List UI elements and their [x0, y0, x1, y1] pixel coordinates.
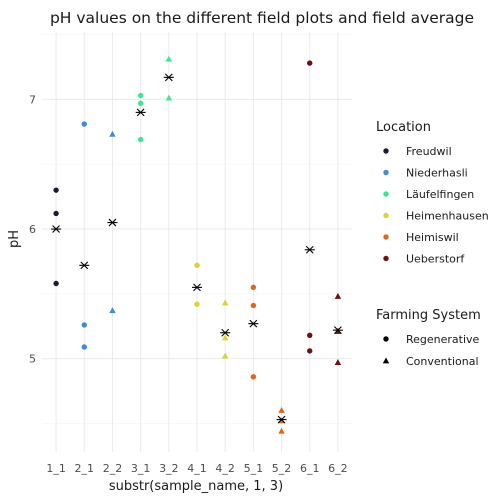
field-average-mark [276, 415, 287, 424]
field-average-mark [332, 326, 343, 335]
data-point-triangle [109, 307, 116, 314]
y-tick-label: 7 [29, 93, 36, 106]
data-point-circle [81, 344, 87, 350]
x-tick-label: 6_2 [328, 462, 348, 475]
data-point-circle [53, 187, 59, 193]
data-point-triangle [334, 359, 342, 365]
data-point-circle [307, 348, 313, 354]
x-tick-label: 1_1 [46, 462, 66, 475]
data-point-triangle [221, 334, 229, 341]
legend-farming-label: Conventional [406, 355, 479, 368]
field-average-mark [220, 328, 231, 337]
x-tick-label: 2_1 [75, 462, 95, 475]
legend-location-label: Läufelfingen [406, 188, 474, 201]
data-point-circle [194, 301, 200, 307]
legend-location-key [383, 148, 389, 154]
legend-location-title: Location [376, 120, 431, 135]
x-tick-label: 3_1 [131, 462, 151, 475]
x-tick-label: 5_1 [244, 462, 264, 475]
data-point-triangle [221, 352, 229, 359]
field-average-mark [163, 73, 174, 82]
field-average-mark [79, 261, 90, 270]
legend-location-key [383, 169, 389, 176]
data-point-circle [250, 302, 257, 309]
x-axis-title: substr(sample_name, 1, 3) [109, 479, 283, 494]
x-tick-label: 4_2 [215, 462, 235, 475]
field-average-mark [135, 108, 146, 117]
data-point-circle [194, 262, 200, 269]
data-point-triangle [165, 55, 173, 62]
x-tick-label: 6_1 [300, 462, 320, 475]
data-point-triangle [109, 130, 116, 137]
x-tick-labels: 1_1 2_1 2_2 3_1 3_2 4_1 4_2 5_1 5_2 6_1 6_2 [46, 462, 347, 475]
grid [42, 32, 352, 452]
legend-location-key [383, 234, 389, 240]
field-average-marks [51, 73, 343, 424]
x-tick-label: 5_2 [272, 462, 292, 475]
x-tick-label: 2_2 [103, 462, 123, 475]
data-point-circle [81, 121, 87, 127]
data-point-circle [81, 322, 87, 328]
data-point-triangle [278, 406, 285, 413]
x-tick-label: 4_1 [187, 462, 207, 475]
field-average-mark [304, 245, 315, 254]
data-point-circle [307, 60, 313, 66]
data-point-triangle [165, 94, 173, 101]
legend-farming-system: Farming System Regenerative Conventional [376, 308, 481, 368]
data-point-circle [250, 284, 257, 291]
legend-farming-label: Regenerative [406, 333, 480, 346]
y-tick-label: 6 [29, 223, 36, 236]
legend-location-key [383, 212, 389, 219]
field-average-mark [51, 225, 62, 233]
chart-title: pH values on the different field plots a… [50, 9, 474, 27]
legend-location-label: Heimiswil [406, 231, 459, 244]
data-point-triangle [334, 292, 342, 299]
y-tick-label: 5 [29, 353, 36, 366]
data-point-circle [53, 210, 59, 217]
legend-location: Location Freudwil Niederhasli Läufelfingen… [376, 120, 489, 266]
legend-farming-key [382, 357, 390, 364]
data-point-triangle [278, 427, 285, 434]
data-point-circle [53, 280, 59, 287]
field-average-mark [248, 319, 259, 328]
x-tick-label: 3_2 [159, 462, 179, 475]
data-point-circle [307, 332, 313, 339]
data-points [53, 55, 342, 434]
data-point-circle [250, 374, 257, 380]
y-tick-labels: 5 6 7 [29, 93, 36, 365]
data-point-circle [137, 92, 144, 99]
data-point-triangle [221, 299, 229, 306]
legend-location-label: Heimenhausen [406, 210, 489, 223]
data-point-circle [137, 100, 144, 106]
field-average-mark [192, 283, 202, 292]
legend-location-key [383, 191, 389, 197]
legend-location-label: Ueberstorf [406, 253, 465, 266]
y-axis-title: pH [7, 230, 22, 248]
legend-location-label: Niederhasli [406, 167, 468, 180]
legend-farming-key [383, 336, 389, 342]
legend-farming-title: Farming System [376, 308, 481, 323]
legend-location-key [383, 255, 389, 262]
data-point-circle [137, 136, 144, 143]
legend-location-label: Freudwil [406, 145, 452, 158]
field-average-mark [107, 218, 118, 227]
